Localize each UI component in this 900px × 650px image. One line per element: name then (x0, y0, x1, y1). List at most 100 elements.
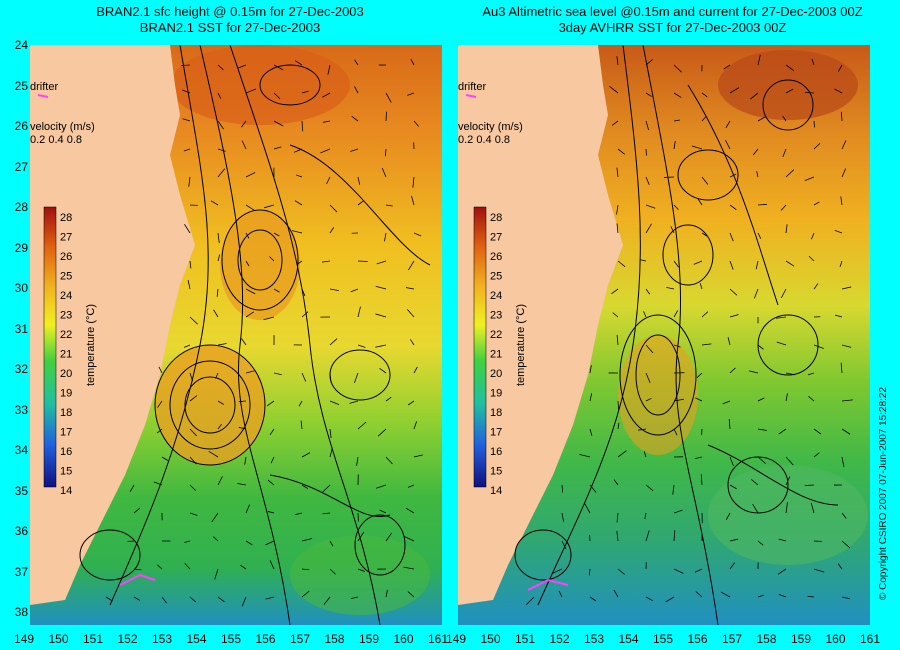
velocity-values: 0.2 0.4 0.8 (30, 134, 82, 146)
current-arrow (616, 204, 619, 215)
current-arrow (645, 372, 651, 383)
current-arrow (785, 224, 788, 234)
lon-tick: 161 (859, 632, 881, 646)
colorbar-tick-label: 18 (490, 407, 502, 419)
current-arrow (673, 568, 684, 574)
current-arrow (757, 540, 764, 546)
current-arrow (413, 454, 423, 458)
current-arrow (156, 428, 163, 434)
colorbar-tick-label: 19 (60, 388, 72, 400)
current-arrow (785, 476, 791, 486)
current-arrow (295, 512, 303, 515)
current-arrow (153, 481, 163, 486)
current-arrow (757, 54, 761, 66)
current-arrow (813, 283, 819, 290)
current-arrow (301, 568, 310, 571)
current-arrow (217, 232, 220, 244)
current-arrow (617, 450, 627, 458)
current-vectors (526, 54, 853, 605)
current-arrow (645, 223, 652, 234)
current-arrow (413, 120, 419, 127)
current-arrow (217, 64, 224, 71)
current-arrow (701, 311, 709, 318)
current-arrow (785, 372, 795, 376)
current-arrow (405, 507, 415, 514)
current-arrow (645, 59, 653, 66)
drifter-track (527, 578, 569, 591)
lon-tick: 149 (13, 632, 35, 646)
current-arrow (749, 370, 759, 374)
cool-patch (290, 535, 430, 615)
current-arrow (296, 260, 303, 266)
current-arrow (294, 60, 303, 66)
current-arrow (673, 64, 682, 73)
lat-tick: 34 (14, 443, 28, 457)
current-arrow (208, 450, 219, 458)
right-map: drifter velocity (m/s) 0.2 0.4 0.8 28272… (458, 45, 870, 625)
current-arrow (561, 540, 567, 550)
current-arrow (811, 232, 815, 240)
lat-tick: 35 (14, 483, 28, 498)
current-arrow (377, 428, 387, 437)
current-arrow (617, 260, 626, 268)
current-arrow (323, 596, 331, 605)
colorbar-tick-label: 22 (490, 329, 502, 341)
current-arrow (782, 115, 787, 122)
current-arrow (645, 530, 650, 542)
current-arrow (665, 596, 675, 603)
current-arrow (189, 395, 198, 402)
colorbar-tick-label: 20 (60, 368, 72, 380)
current-arrow (840, 111, 843, 122)
colorbar-tick-label: 16 (490, 446, 502, 458)
current-arrow (813, 344, 824, 349)
current-arrow (245, 540, 253, 546)
current-arrow (729, 538, 739, 542)
current-arrow (267, 479, 275, 486)
colorbar-ticks: 28 27 26 25 24 23 22 21 20 19 18 17 16 15 14 (490, 212, 502, 497)
current-arrow (616, 56, 619, 66)
lat-tick: 26 (14, 119, 28, 133)
current-arrow (188, 176, 191, 187)
current-arrow (357, 176, 361, 185)
current-arrow (589, 365, 592, 374)
current-arrow (666, 287, 675, 290)
current-arrow (411, 195, 415, 206)
right-title-line1: Au3 Altimetric sea level @0.15m and curr… (482, 4, 863, 19)
current-arrow (405, 287, 415, 290)
current-arrow (301, 288, 306, 297)
current-arrow (273, 64, 284, 71)
current-arrow (329, 568, 336, 575)
current-arrow (617, 148, 626, 155)
current-arrow (273, 92, 281, 99)
current-arrow (616, 223, 619, 234)
current-arrow (412, 176, 415, 188)
current-arrow (723, 64, 731, 70)
current-arrow (238, 400, 247, 403)
current-arrow (756, 171, 759, 178)
current-arrow (321, 260, 331, 263)
current-arrow (379, 368, 387, 374)
current-arrow (729, 87, 740, 94)
current-arrow (757, 232, 762, 239)
current-arrow (841, 399, 853, 402)
current-arrow (294, 200, 303, 206)
current-arrow (269, 428, 275, 436)
current-arrow (673, 140, 676, 150)
current-arrow (813, 568, 825, 573)
current-arrow (782, 148, 787, 158)
current-arrow (807, 372, 815, 376)
lon-tick: 160 (393, 632, 414, 646)
colorbar-tick-label: 17 (60, 427, 72, 439)
current-arrow (217, 148, 226, 152)
current-arrow (413, 421, 417, 430)
current-arrow (776, 341, 787, 346)
current-arrow (808, 395, 815, 402)
current-arrow (241, 338, 247, 346)
current-arrow (245, 260, 250, 267)
current-arrow (133, 568, 142, 571)
current-arrow (672, 484, 675, 495)
current-arrow (301, 590, 310, 598)
current-arrow (298, 400, 303, 407)
lon-tick: 155 (652, 632, 674, 646)
lat-tick: 30 (14, 281, 28, 295)
